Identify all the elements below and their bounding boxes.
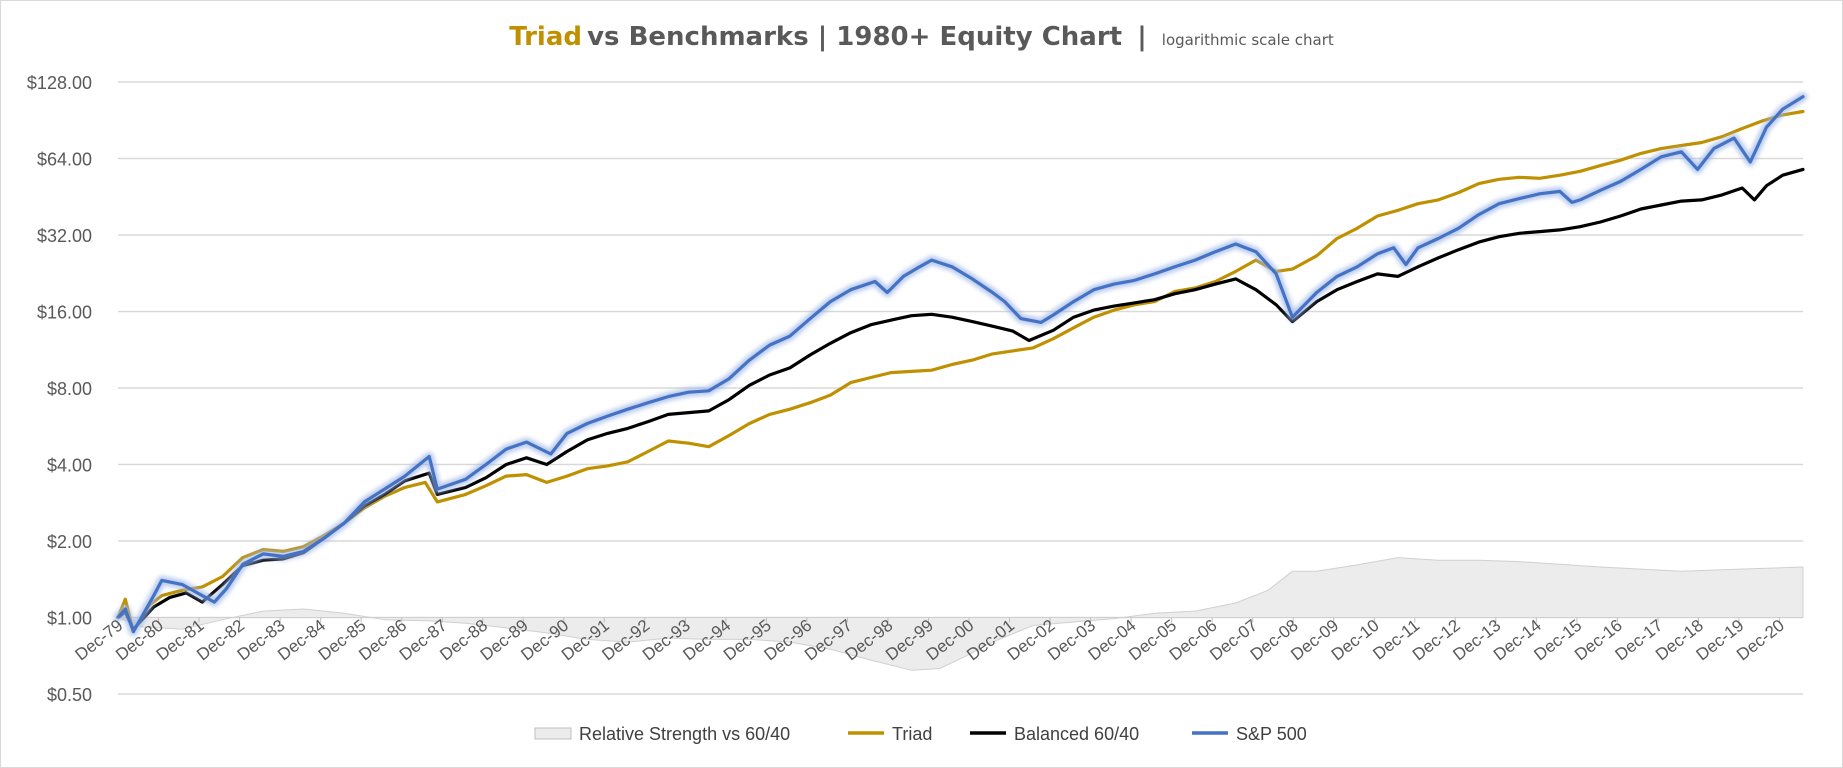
title-highlight: Triad (509, 22, 582, 52)
y-tick-label: $1.00 (47, 609, 92, 629)
legend-label-triad: Triad (892, 724, 932, 744)
balanced-60-40-line (116, 167, 1805, 631)
legend-label-s-p-500: S&P 500 (1236, 724, 1307, 744)
y-tick-label: $0.50 (47, 685, 92, 705)
y-tick-label: $4.00 (47, 456, 92, 476)
chart-title: Triad vs Benchmarks | 1980+ Equity Chart… (0, 22, 1843, 52)
series-lines (113, 92, 1808, 637)
y-axis: $0.50 $1.00 $2.00 $4.00 $8.00 $16.00 $32.00 $64… (27, 73, 92, 705)
title-separator: | (1137, 22, 1147, 52)
y-tick-label: $128.00 (27, 73, 92, 93)
y-tick-label: $64.00 (37, 150, 92, 170)
triad-line (116, 109, 1805, 634)
y-tick-label: $32.00 (37, 226, 92, 246)
legend-swatch-relative-strength-vs-60-40 (534, 727, 572, 740)
relative-strength-area-layer (117, 557, 1804, 671)
y-tick-label: $2.00 (47, 532, 92, 552)
legend: Relative Strength vs 60/40 Triad Balanced … (534, 724, 1307, 744)
legend-label-balanced-60-40: Balanced 60/40 (1014, 724, 1139, 744)
y-tick-label: $8.00 (47, 379, 92, 399)
title-main: vs Benchmarks | 1980+ Equity Chart (587, 22, 1123, 52)
legend-label-relative-strength-vs-60-40: Relative Strength vs 60/40 (579, 724, 790, 744)
relative-strength-area (117, 557, 1804, 671)
title-subtitle: logarithmic scale chart (1161, 31, 1334, 49)
s-p-500-line (116, 95, 1805, 634)
y-tick-label: $16.00 (37, 303, 92, 323)
